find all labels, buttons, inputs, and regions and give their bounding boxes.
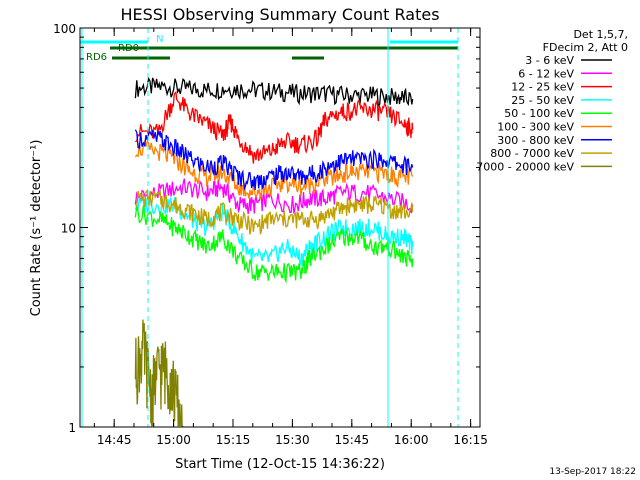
y-tick-label-1: 10 [61,222,76,236]
legend-label-7: 800 - 7000 keV [490,147,574,160]
x-tick-label-0: 14:45 [97,433,132,447]
flag-label-rd0: RD0 [118,43,139,54]
chart-title: HESSI Observing Summary Count Rates [120,5,439,24]
legend-label-4: 50 - 100 keV [504,107,574,120]
x-tick-label-4: 15:45 [335,433,370,447]
series-0 [134,76,414,108]
legend-label-6: 300 - 800 keV [497,134,574,147]
x-tick-label-1: 15:00 [156,433,191,447]
series-7 [135,188,414,235]
y-tick-label-0: 1 [68,421,76,435]
series-2 [135,90,414,164]
legend-label-8: 7000 - 20000 keV [476,160,574,173]
legend-label-1: 6 - 12 keV [518,67,574,80]
legend-label-5: 100 - 300 keV [497,121,574,134]
legend-title-line-1: FDecim 2, Att 0 [543,41,628,54]
legend-title-line-0: Det 1,5,7, [573,28,628,41]
x-tick-label-2: 15:15 [216,433,251,447]
x-tick-label-3: 15:30 [275,433,310,447]
flag-label-rd6: RD6 [86,52,107,63]
series-4 [134,205,414,284]
frame-layer: RD0 RD6 N 14:45 15:00 15:15 15:30 15:45 16:00 16:… [53,22,488,447]
series-6 [134,129,414,191]
x-tick-label-6: 16:15 [453,433,488,447]
legend-label-3: 25 - 50 keV [511,94,574,107]
y-axis-label: Count Rate (s⁻¹ detector⁻¹) [29,140,44,317]
series-layer [134,76,414,428]
flag-label-n: N [156,34,163,45]
series-5 [134,139,414,200]
legend-label-0: 3 - 6 keV [525,54,574,67]
x-tick-label-5: 16:00 [394,433,429,447]
legend-label-2: 12 - 25 keV [511,81,574,94]
x-axis-label: Start Time (12-Oct-15 14:36:22) [175,457,385,472]
y-tick-label-2: 100 [53,22,76,36]
timestamp-annotation: 13-Sep-2017 18:22 [549,467,636,477]
series-8 [134,319,184,428]
